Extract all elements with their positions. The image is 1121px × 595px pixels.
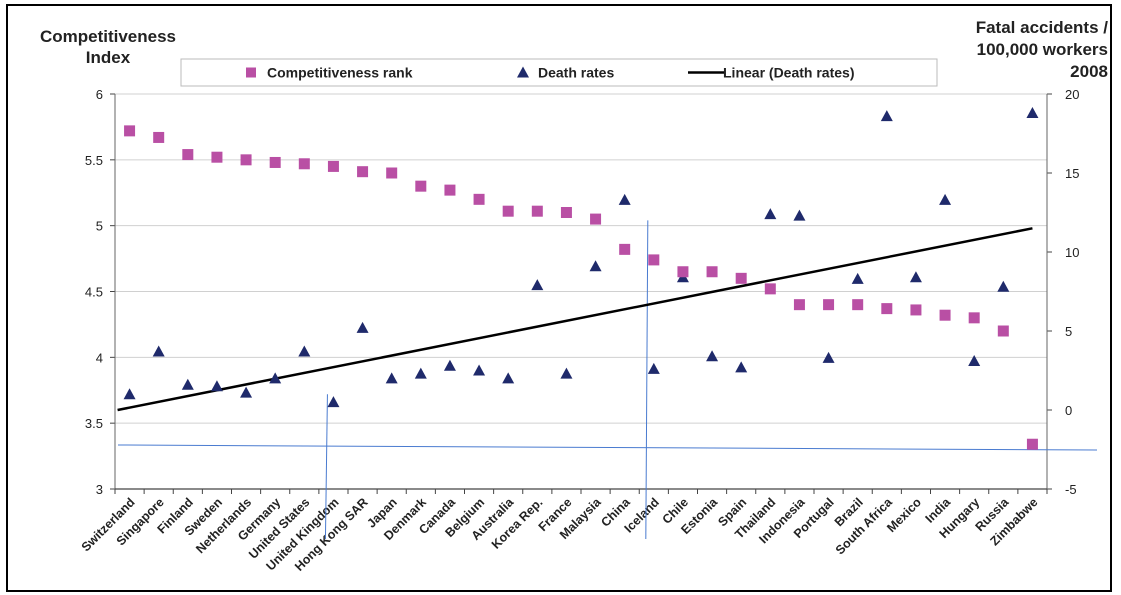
death-rate-point	[560, 367, 573, 379]
competitiveness-point	[1026, 438, 1038, 450]
competitiveness-point	[298, 158, 310, 170]
competitiveness-point	[473, 193, 485, 205]
death-rate-point	[327, 396, 340, 408]
y-right-tick-label: 0	[1065, 403, 1072, 418]
death-rate-point	[473, 364, 486, 376]
competitiveness-point	[706, 266, 718, 278]
death-rate-point	[502, 372, 515, 384]
competitiveness-point	[327, 160, 339, 172]
death-rate-point	[764, 208, 777, 220]
legend	[180, 58, 938, 87]
death-rate-point	[706, 350, 719, 362]
death-rate-point	[181, 378, 194, 390]
annotation-line-vertical	[645, 220, 649, 540]
competitiveness-point	[939, 309, 951, 321]
competitiveness-point	[619, 243, 631, 255]
competitiveness-point	[910, 304, 922, 316]
competitiveness-point	[997, 325, 1009, 337]
death-rate-point	[298, 345, 311, 357]
death-rate-point	[1026, 106, 1039, 118]
y-right-tick-label: 15	[1065, 166, 1079, 181]
y-right-tick-label: 10	[1065, 245, 1079, 260]
death-rate-point	[851, 272, 864, 284]
competitiveness-point	[531, 205, 543, 217]
death-rate-point	[152, 345, 165, 357]
competitiveness-point	[240, 154, 252, 166]
death-rate-point	[997, 280, 1010, 292]
trend-line	[117, 227, 1033, 412]
death-rate-point	[939, 193, 952, 205]
death-rate-point	[210, 380, 223, 392]
y-right-tick-label: 20	[1065, 87, 1079, 102]
competitiveness-point	[968, 312, 980, 324]
competitiveness-point	[153, 131, 165, 143]
y-left-tick-label: 6	[96, 87, 103, 102]
competitiveness-point	[269, 156, 281, 168]
death-rate-point	[356, 321, 369, 333]
y-left-axis-title: Index	[86, 48, 131, 67]
competitiveness-point	[648, 254, 660, 266]
chart-frame	[6, 4, 1112, 592]
death-rate-point	[531, 279, 544, 291]
death-rate-point	[822, 351, 835, 363]
competitiveness-point	[386, 167, 398, 179]
legend-square-marker	[246, 67, 256, 78]
y-left-tick-label: 4.5	[85, 285, 103, 300]
y-left-tick-label: 3	[96, 482, 103, 497]
death-rate-point	[880, 110, 893, 122]
death-rate-point	[414, 367, 427, 379]
competitiveness-point	[560, 207, 572, 218]
y-left-axis-title: Competitiveness	[40, 27, 176, 46]
y-left-tick-label: 5	[96, 219, 103, 234]
annotation-line-horizontal	[117, 444, 1098, 451]
death-rate-point	[269, 372, 282, 384]
competitiveness-point	[590, 213, 602, 225]
competitiveness-point	[852, 299, 864, 311]
y-right-tick-label: 5	[1065, 324, 1072, 339]
annotation-line-vertical	[324, 394, 328, 540]
death-rate-point	[240, 386, 253, 398]
competitiveness-point	[182, 149, 194, 161]
competitiveness-point	[211, 151, 223, 163]
competitiveness-point	[764, 283, 776, 295]
y-left-tick-label: 5.5	[85, 153, 103, 168]
competitiveness-point	[793, 299, 805, 311]
competitiveness-point	[735, 272, 747, 284]
y-left-tick-label: 3.5	[85, 416, 103, 431]
y-right-tick-label: -5	[1065, 482, 1077, 497]
competitiveness-point	[881, 303, 893, 315]
death-rate-point	[385, 372, 398, 384]
death-rate-point	[647, 362, 660, 374]
competitiveness-point	[502, 205, 514, 217]
legend-triangle-marker	[517, 66, 529, 78]
death-rate-point	[618, 193, 631, 205]
competitiveness-point	[357, 166, 369, 178]
death-rate-point	[793, 209, 806, 221]
competitiveness-point	[415, 180, 427, 192]
death-rate-point	[968, 355, 981, 367]
competitiveness-point	[444, 184, 456, 196]
y-right-axis-title: 2008	[1070, 62, 1108, 81]
death-rate-point	[589, 260, 602, 272]
legend-label: Linear (Death rates)	[723, 65, 854, 81]
y-left-tick-label: 4	[96, 350, 103, 365]
death-rate-point	[735, 361, 748, 373]
competitiveness-point	[124, 125, 136, 137]
competitiveness-point	[677, 266, 689, 278]
death-rate-point	[443, 359, 456, 371]
death-rate-point	[909, 271, 922, 283]
y-right-axis-title: Fatal accidents /	[976, 18, 1109, 37]
legend-label: Death rates	[538, 65, 614, 81]
legend-label: Competitiveness rank	[267, 65, 413, 81]
competitiveness-point	[823, 299, 835, 311]
y-right-axis-title: 100,000 workers	[977, 40, 1108, 59]
death-rate-point	[123, 388, 136, 400]
